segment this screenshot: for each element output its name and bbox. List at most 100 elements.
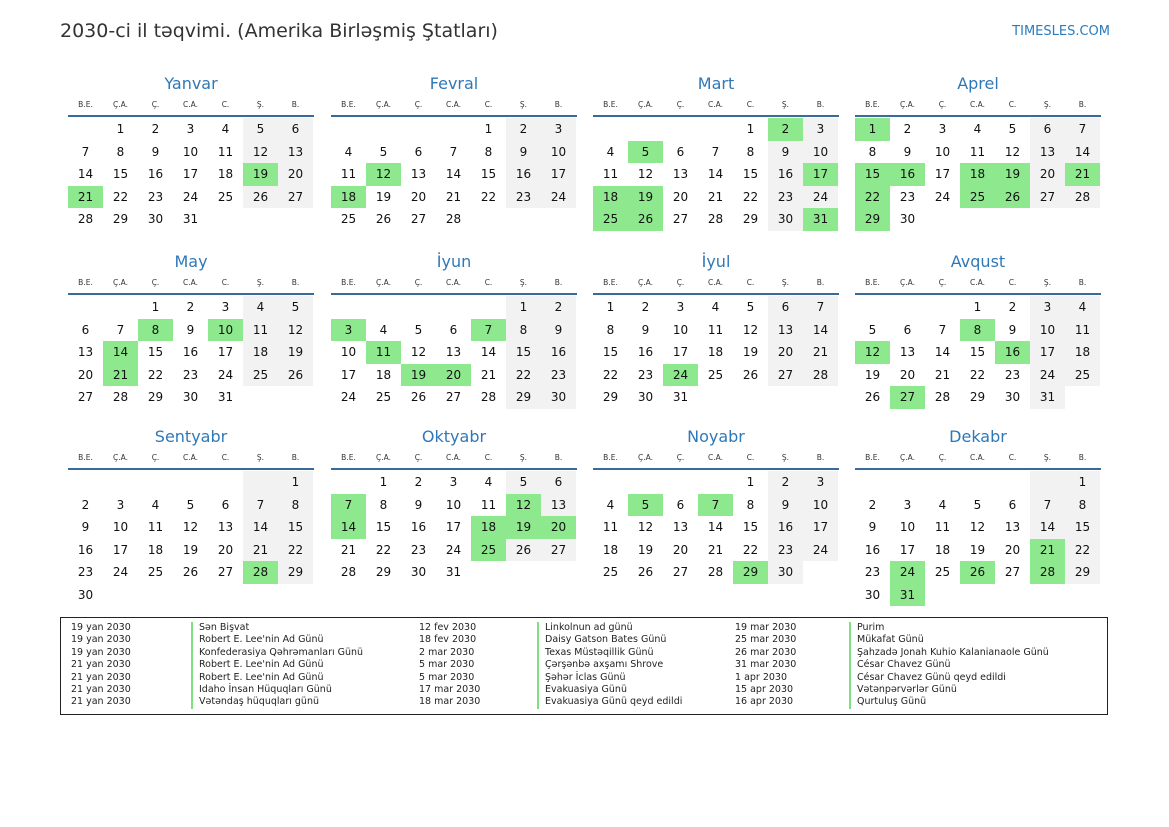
day-cell: 13: [1030, 140, 1065, 163]
day-cell: 20: [768, 341, 803, 364]
day-cell: 28: [112, 390, 129, 404]
day-cell: 7: [116, 322, 125, 337]
month-name: Fevral: [429, 74, 479, 93]
day-cell: 23: [768, 185, 803, 208]
holiday-day-cell: 19: [995, 163, 1030, 186]
day-cell: 13: [672, 167, 689, 181]
holiday-day-cell: 17: [803, 163, 838, 186]
weekday-header: B.E. Ç.A. Ç. C.A. C. Ş. B.: [855, 95, 1101, 117]
day-cell: 16: [410, 520, 427, 534]
month-name: May: [174, 252, 208, 271]
day-cell: 29: [375, 565, 392, 579]
day-cell: 8: [746, 144, 755, 159]
day-cell: 17: [340, 367, 357, 382]
day-cell: 24: [112, 565, 129, 579]
day-cell: 30: [899, 212, 916, 226]
day-cell: 18: [602, 542, 619, 557]
weekday-label: B.E.: [78, 278, 93, 287]
day-cell: 2: [641, 300, 650, 314]
day-cell: 19: [742, 345, 759, 359]
day-cell: 12: [742, 322, 759, 337]
holiday-name: Vətəndaş hüquqları günü: [191, 696, 319, 709]
weekday-label: C.A.: [445, 453, 461, 462]
empty-cell: [471, 296, 506, 319]
empty-cell: [698, 471, 733, 494]
day-cell: 9: [506, 140, 541, 163]
day-cell: 2: [1008, 300, 1017, 314]
day-cell: 9: [768, 493, 803, 516]
day-cell: 6: [768, 296, 803, 319]
day-cell: 11: [340, 167, 357, 181]
day-cell: 1: [506, 296, 541, 319]
weekday-label: B.E.: [865, 100, 880, 109]
day-cell: 9: [768, 140, 803, 163]
holiday-day-cell: 29: [855, 208, 890, 231]
day-cell: 14: [77, 167, 94, 181]
holiday-date: 18 fev 2030: [419, 634, 477, 646]
empty-cell: [208, 471, 243, 494]
day-cell: 8: [1065, 493, 1100, 516]
holiday-day-cell: 18: [471, 516, 506, 539]
day-grid: 1 2 3 4 5 6 7 8 9 10 11 12 13 14 15 16 17 18 19 20 21 22 23 24 2…: [855, 117, 1101, 231]
month-name: İyul: [701, 252, 731, 271]
empty-cell: [173, 471, 208, 494]
weekday-label: C.: [1008, 453, 1017, 462]
empty-cell: [103, 471, 138, 494]
month-sentyabr: Sentyabr B.E. Ç.A. Ç. C.A. C. Ş. B. 1 2 3 4 5 6 7 8 9 10 1…: [68, 426, 314, 606]
day-cell: 26: [278, 363, 313, 386]
weekday-label: B.: [554, 278, 563, 287]
day-cell: 3: [116, 497, 125, 512]
day-cell: 15: [969, 345, 986, 359]
site-link[interactable]: TIMESLES.COM: [1012, 24, 1110, 39]
weekday-label: Ç.: [151, 100, 160, 109]
day-cell: 12: [969, 520, 986, 534]
day-cell: 7: [1030, 493, 1065, 516]
holiday-date: 18 mar 2030: [419, 696, 481, 708]
day-cell: 8: [746, 497, 755, 512]
holiday-name: César Chavez Günü: [849, 659, 951, 672]
day-cell: 22: [742, 189, 759, 204]
day-grid: 1 2 3 4 5 6 7 8 9 10 11 12 13 14 15 16 17 18 19 20 21 22 23 24 2…: [593, 470, 839, 584]
holiday-day-cell: 21: [68, 185, 103, 208]
day-cell: 25: [375, 390, 392, 404]
day-cell: 17: [541, 163, 576, 186]
day-cell: 11: [243, 318, 278, 341]
day-cell: 7: [81, 144, 90, 159]
day-cell: 15: [1065, 516, 1100, 539]
weekday-label: B.: [291, 100, 300, 109]
weekday-header: B.E. Ç.A. Ç. C.A. C. Ş. B.: [68, 448, 314, 470]
empty-cell: [103, 296, 138, 319]
day-cell: 3: [449, 475, 458, 489]
holiday-day-cell: 7: [471, 318, 506, 341]
day-cell: 22: [742, 542, 759, 557]
day-cell: 7: [449, 144, 458, 159]
day-cell: 25: [1065, 363, 1100, 386]
day-cell: 16: [768, 163, 803, 186]
weekday-label: B.: [816, 278, 825, 287]
day-cell: 11: [602, 167, 619, 181]
holiday-name: Texas Müstəqillik Günü: [537, 646, 654, 660]
month-i̇yul: İyul B.E. Ç.A. Ç. C.A. C. Ş. B. 1 2 3 4 5 6 7 8 9 10 11 12 1…: [593, 251, 839, 409]
holiday-date: 5 mar 2030: [419, 671, 475, 683]
day-cell: 2: [768, 471, 803, 494]
day-cell: 10: [803, 140, 838, 163]
empty-cell: [995, 471, 1030, 494]
holiday-name: Sən Bişvat: [191, 622, 249, 635]
holiday-day-cell: 5: [628, 140, 663, 163]
day-cell: 30: [410, 565, 427, 579]
weekday-label: Ş.: [781, 100, 790, 109]
day-cell: 5: [868, 322, 877, 337]
day-cell: 6: [1030, 118, 1065, 141]
day-cell: 21: [707, 542, 724, 557]
holiday-day-cell: 15: [855, 163, 890, 186]
day-cell: 17: [672, 345, 689, 359]
day-cell: 26: [375, 212, 392, 226]
empty-cell: [331, 296, 366, 319]
weekday-label: Ç.A.: [112, 278, 128, 287]
weekday-label: Ş.: [256, 278, 265, 287]
day-cell: 30: [768, 561, 803, 584]
month-dekabr: Dekabr B.E. Ç.A. Ç. C.A. C. Ş. B. 1 2 3 4 5 6 7 8 9 10 11 1…: [855, 426, 1101, 606]
holiday-date: 21 yan 2030: [71, 659, 131, 671]
day-cell: 16: [541, 341, 576, 364]
day-cell: 12: [182, 520, 199, 534]
